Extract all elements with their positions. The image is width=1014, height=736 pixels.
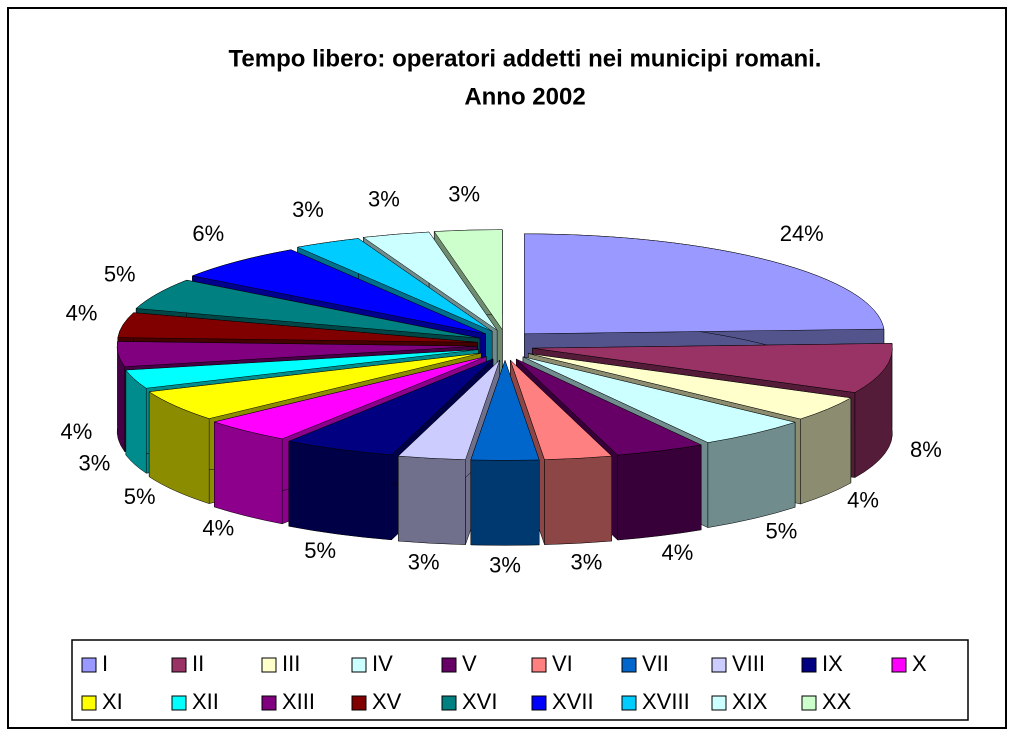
legend-swatch [891,657,907,673]
legend-label: XIX [732,689,768,714]
slice-top [135,279,480,339]
legend-label: XVII [552,689,594,714]
data-label: 4% [60,419,92,444]
slice-top [433,229,503,331]
legend-label: X [912,651,927,676]
data-label: 4% [202,515,234,540]
legend-label: V [462,651,477,676]
slice-top [191,249,486,335]
slice-top [213,356,487,440]
slice-top [296,238,493,332]
data-label: 3% [570,550,602,575]
data-label: 3% [448,181,480,206]
legend-label: VII [642,651,669,676]
legend-label: VIII [732,651,765,676]
slice-side [398,455,466,545]
data-label: 3% [368,187,400,212]
slice-top [524,233,885,335]
legend-swatch [621,695,637,711]
slice-side [470,459,540,546]
data-label: 5% [104,261,136,286]
legend-swatch [711,657,727,673]
legend-label: VI [552,651,573,676]
slice-top [362,231,498,331]
data-label: 4% [662,540,694,565]
legend-swatch [441,695,457,711]
legend-label: XII [192,689,219,714]
slice-top [470,359,540,461]
data-label: 8% [910,437,942,462]
legend-label: IX [822,651,843,676]
slice-top [287,358,494,456]
legend-swatch [81,695,97,711]
slice-top [117,312,478,343]
slice-top [528,353,852,420]
legend-swatch [711,695,727,711]
slice-top [148,352,482,419]
legend-swatch [171,657,187,673]
slice-top [116,341,478,367]
slice-top [510,359,613,460]
legend-swatch [801,695,817,711]
legend-swatch [261,695,277,711]
legend-label: XV [372,689,402,714]
data-label: 3% [408,550,440,575]
slice-top [125,349,479,389]
slice-top [516,358,702,456]
legend-swatch [261,657,277,673]
legend-label: XIII [282,689,315,714]
legend-swatch [171,695,187,711]
chart-title: Tempo libero: operatori addetti nei muni… [229,45,822,72]
legend-label: I [102,651,108,676]
slice-top [532,343,893,393]
slice-side [214,421,283,525]
slice-top [397,359,500,460]
legend-label: XVI [462,689,497,714]
data-label: 5% [124,484,156,509]
chart-title: Anno 2002 [464,83,585,110]
legend-label: XI [102,689,123,714]
slice-side [617,444,702,541]
data-label: 3% [292,197,324,222]
legend-label: IV [372,651,393,676]
data-label: 3% [78,450,110,475]
legend-label: XX [822,689,852,714]
slice-side [544,455,612,545]
legend-swatch [351,657,367,673]
legend-swatch [81,657,97,673]
pie-slice [510,359,613,545]
data-label: 6% [192,221,224,246]
pie-slice [470,359,540,546]
pie-slice [287,358,494,541]
data-label: 4% [66,301,98,326]
legend-box [71,639,969,721]
data-label: 3% [489,552,521,577]
legend-swatch [531,657,547,673]
legend-label: II [192,651,204,676]
data-label: 5% [304,538,336,563]
data-label: 24% [780,221,824,246]
legend-label: XVIII [642,689,690,714]
legend-swatch [441,657,457,673]
legend-label: III [282,651,300,676]
legend-swatch [531,695,547,711]
data-label: 4% [847,488,879,513]
legend-swatch [801,657,817,673]
legend-swatch [621,657,637,673]
slice-top [522,356,796,443]
slice-side [288,440,392,541]
data-label: 5% [766,518,798,543]
legend-swatch [351,695,367,711]
